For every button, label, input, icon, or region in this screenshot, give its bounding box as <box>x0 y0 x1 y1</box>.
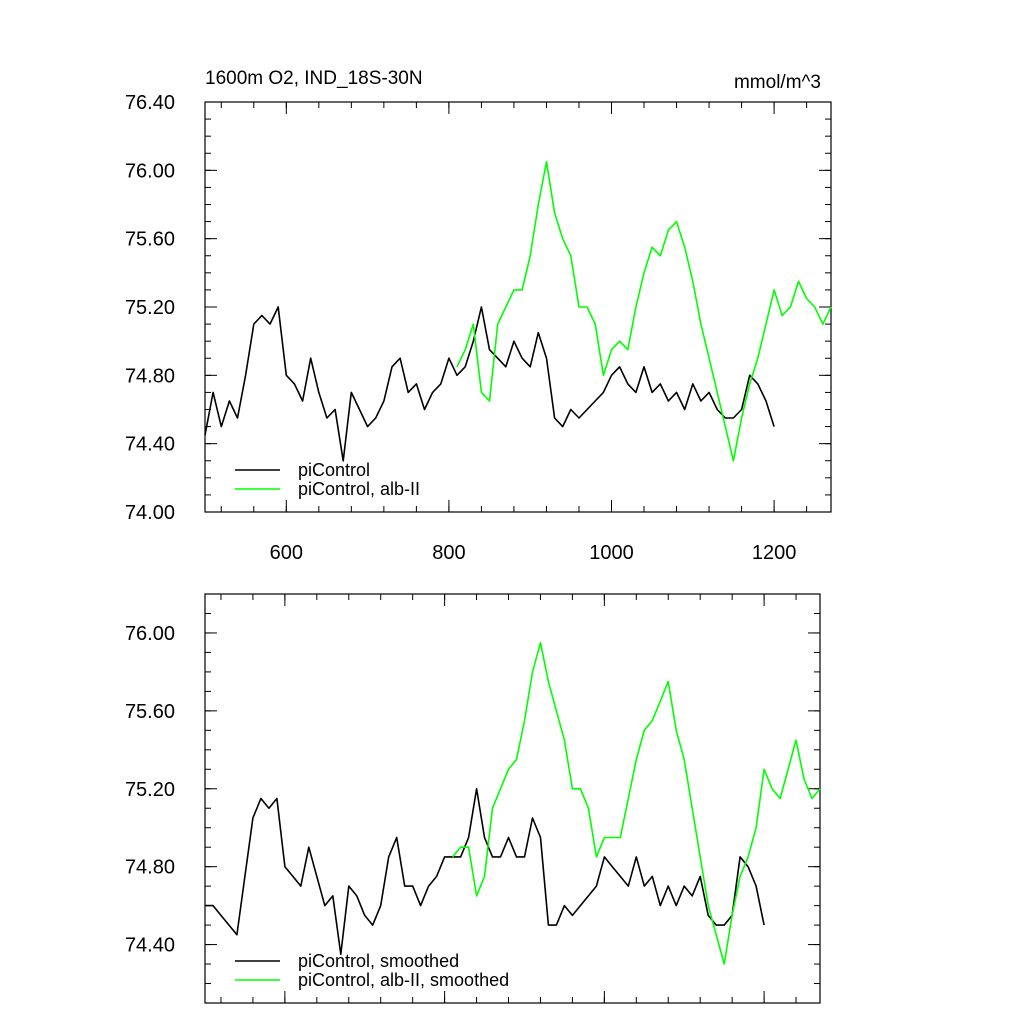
y-tick-label: 75.20 <box>125 779 175 801</box>
legend-label: piControl, smoothed <box>298 951 459 971</box>
series-line-picontrol <box>204 306 775 462</box>
y-tick-label: 75.60 <box>125 229 175 251</box>
top-panel: 1600m O2, IND_18S-30N mmol/m^3 74.00 74.40 7… <box>125 68 832 564</box>
y-tick-label: 75.20 <box>125 297 175 319</box>
legend-label: piControl <box>298 460 370 480</box>
y-tick-label: 75.60 <box>125 701 175 723</box>
y-tick-label: 74.00 <box>125 502 175 524</box>
y-tick-label: 74.80 <box>125 857 175 879</box>
legend-label: piControl, alb-II, smoothed <box>298 970 509 990</box>
bottom-panel: 74.40 74.80 75.20 75.60 76.00 piControl, smoo… <box>125 593 821 1004</box>
y-tick-label: 74.80 <box>125 365 175 387</box>
x-tick-label: 1200 <box>752 542 797 564</box>
y-tick-label: 76.00 <box>125 623 175 645</box>
y-tick-label: 76.00 <box>125 160 175 182</box>
series-line-picontrol <box>205 787 765 956</box>
x-tick-label: 600 <box>270 542 303 564</box>
y-tick-label: 76.40 <box>125 92 175 114</box>
units-label: mmol/m^3 <box>734 72 821 93</box>
y-tick-label: 74.40 <box>125 434 175 456</box>
y-tick-label: 74.40 <box>125 935 175 957</box>
plot-frame <box>204 101 832 513</box>
series-line-alb-ii <box>451 641 821 965</box>
chart-title: 1600m O2, IND_18S-30N <box>205 68 423 89</box>
plot-frame <box>204 593 821 1004</box>
series-line-alb-ii <box>456 161 832 462</box>
x-tick-label: 800 <box>432 542 465 564</box>
x-tick-label: 1000 <box>589 542 634 564</box>
legend-label: piControl, alb-II <box>298 479 420 499</box>
